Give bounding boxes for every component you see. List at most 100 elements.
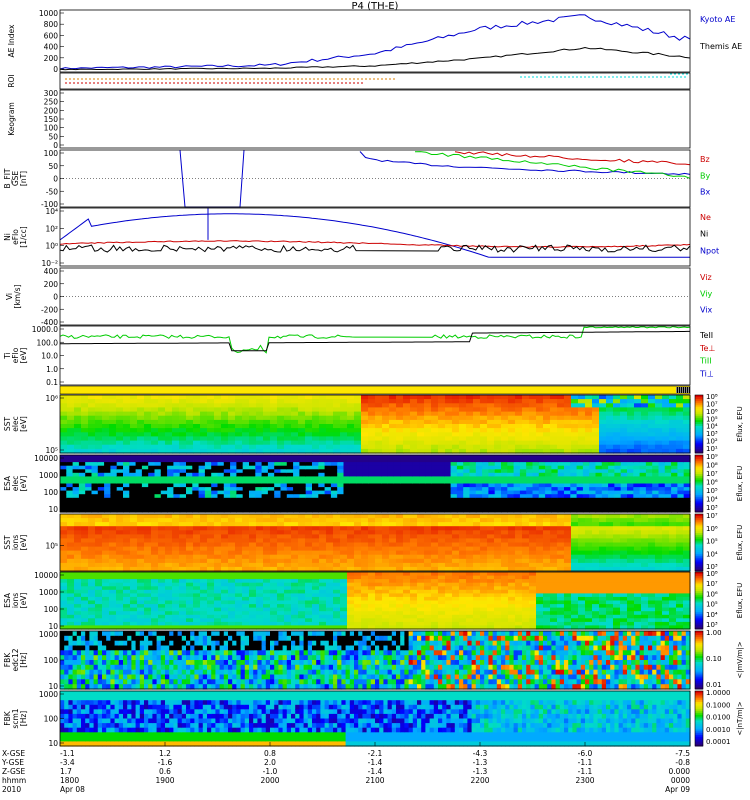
spectrogram-cell [179,514,187,519]
spectrogram-cell [543,518,551,523]
spectrogram-cell [312,566,320,572]
spectrogram-cell [515,550,523,556]
spectrogram-cell [676,440,684,446]
spectrogram-cell [67,432,75,437]
spectrogram-cell [319,566,327,572]
spectrogram-cell [683,476,691,481]
spectrogram-cell [564,562,572,568]
spectrogram-cell [158,558,166,564]
spectrogram-cell [487,562,495,568]
spectrogram-cell [242,490,250,495]
spectrogram-cell [211,465,219,470]
spectrogram-cell [347,514,355,519]
spectrogram-cell [141,476,149,481]
spectrogram-cell [445,514,453,519]
spectrogram-cell [95,542,103,548]
spectrogram-cell [236,497,244,502]
spectrogram-cell [410,432,418,437]
spectrogram-cell [564,501,571,506]
spectrogram-cell [627,497,634,502]
spectrogram-cell [526,476,534,481]
spectrogram-cell [204,483,212,488]
spectrogram-cell [410,566,418,572]
spectrogram-cell [261,469,269,474]
spectrogram-cell [396,514,404,519]
spectrogram-cell [102,432,110,437]
spectrogram-cell [330,487,338,492]
spectrogram-cell [361,526,369,531]
spectrogram-cell [475,476,483,481]
spectrogram-cell [368,407,376,413]
spectrogram-cell [564,550,572,556]
spectrogram-cell [595,469,603,474]
spectrogram-cell [151,526,159,531]
spectrogram-cell [160,458,168,463]
spectrogram-cell [284,424,292,429]
spectrogram-cell [368,483,376,488]
spectrogram-cell [595,487,603,492]
spectrogram-cell [599,403,607,408]
spectrogram-cell [186,483,193,488]
spectrogram-cell [488,476,496,481]
spectrogram-cell [410,403,418,408]
spectrogram-cell [571,407,579,413]
spectrogram-cell [513,483,521,488]
spectrogram-cell [326,440,334,446]
spectrogram-cell [557,472,565,477]
spectrogram-cell [221,518,229,523]
spectrogram-cell [400,455,408,460]
spectrogram-cell [585,424,593,429]
y-tick-label: 10⁶ [45,394,58,403]
spectrogram-cell [207,589,215,594]
spectrogram-cell [340,411,348,417]
spectrogram-cell [469,479,477,485]
spectrogram-cell [284,614,292,619]
spectrogram-cell [406,472,414,477]
spectrogram-cell [648,554,656,560]
spectrogram-cell [571,554,579,560]
spectrogram-cell [480,546,488,552]
spectrogram-cell [274,465,282,470]
spectrogram-cell [228,428,236,433]
spectrogram-cell [589,490,597,495]
spectrogram-cell [173,494,181,499]
spectrogram-cell [683,440,691,446]
spectrogram-cell [263,526,271,531]
spectrogram-cell [263,411,271,417]
spectrogram-cell [277,607,285,612]
spectrogram-cell [165,562,173,568]
spectrogram-cell [165,534,173,540]
spectrogram-cell [683,483,691,488]
spectrogram-cell [291,579,299,584]
spectrogram-cell [137,596,145,602]
spectrogram-cell [592,411,600,417]
spectrogram-cell [158,575,166,580]
spectrogram-cell [256,604,264,609]
spectrogram-cell [263,522,271,527]
spectrogram-cell [214,562,222,568]
spectrogram-cell [356,472,363,477]
spectrogram-cell [305,501,313,506]
spectrogram-cell [508,432,516,437]
spectrogram-cell [595,497,603,502]
spectrogram-cell [494,487,502,492]
spectrogram-cell [312,476,319,481]
spectrogram-cell [291,436,299,442]
spectrogram-cell [186,546,194,552]
spectrogram-cell [361,411,369,417]
spectrogram-cell [356,487,363,492]
spectrogram-cell [658,490,666,495]
spectrogram-cell [389,522,397,527]
spectrogram-cell [676,526,684,531]
spectrogram-cell [277,448,285,454]
spectrogram-cell [74,572,82,577]
spectrogram-cell [255,465,263,470]
spectrogram-cell [431,395,439,400]
spectrogram-cell [221,550,229,556]
spectrogram-cell [469,504,477,510]
spectrogram-cell [223,483,231,488]
spectrogram-cell [179,534,187,540]
spectrogram-cell [410,448,418,454]
spectrogram-cell [400,490,408,495]
spectrogram-cell [633,490,641,495]
